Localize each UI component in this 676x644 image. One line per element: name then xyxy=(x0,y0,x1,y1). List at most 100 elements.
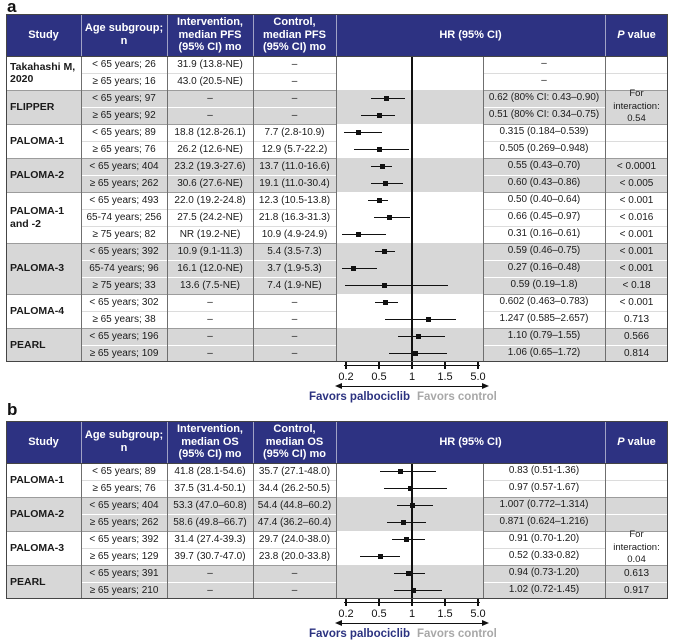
row-separator xyxy=(483,479,605,481)
age-cell: < 65 years; 89 xyxy=(92,127,156,138)
row-separator xyxy=(605,174,668,176)
table-header-pvalue: P value xyxy=(617,28,656,41)
group-separator xyxy=(483,123,668,125)
hr-value-cell: 0.97 (0.57-1.67) xyxy=(508,482,580,494)
header-bg xyxy=(6,421,668,463)
table-header-intervention: Intervention, median OS (95% CI) mo xyxy=(176,422,243,461)
row-separator xyxy=(605,344,668,346)
intervention-cell: 10.9 (9.1-11.3) xyxy=(177,246,243,257)
hr-value-cell: 0.59 (0.19–1.8) xyxy=(510,279,578,291)
forest-marker xyxy=(384,96,390,101)
control-cell: 7.4 (1.9-NE) xyxy=(267,280,322,291)
group-separator xyxy=(483,496,668,498)
age-cell: ≥ 65 years; 210 xyxy=(89,585,159,596)
hr-value-cell: 0.51 (80% CI: 0.34–0.75) xyxy=(488,109,600,121)
table-header-age: Age subgroup; n xyxy=(84,429,164,454)
table-header-control: Control, median OS (95% CI) mo xyxy=(263,422,326,461)
group-separator xyxy=(6,327,336,329)
forest-whisker xyxy=(341,267,377,270)
p-value-cell: < 0.18 xyxy=(622,280,651,291)
control-cell: 10.9 (4.9-24.9) xyxy=(261,229,328,240)
hr-value-cell: 0.91 (0.70-1.20) xyxy=(508,533,580,545)
p-value-cell: < 0.001 xyxy=(619,246,654,257)
axis-tick-label: 0.2 xyxy=(338,371,354,383)
intervention-cell: 31.4 (27.4-39.3) xyxy=(174,534,246,545)
forest-marker xyxy=(403,537,409,542)
forest-whisker xyxy=(379,470,436,473)
axis-tick xyxy=(444,362,446,369)
p-value-cell: < 0.001 xyxy=(619,297,654,308)
axis-tick xyxy=(378,599,380,606)
group-separator xyxy=(6,293,336,295)
age-cell: ≥ 65 years; 129 xyxy=(89,551,159,562)
control-cell: 35.7 (27.1-48.0) xyxy=(258,466,331,477)
hr-value-cell: 0.59 (0.46–0.75) xyxy=(507,245,581,257)
control-cell: 7.7 (2.8-10.9) xyxy=(264,127,325,138)
age-cell: < 65 years; 196 xyxy=(89,331,159,342)
study-cell: PALOMA-4 xyxy=(10,304,65,317)
forest-marker xyxy=(398,469,404,474)
age-cell: < 65 years; 391 xyxy=(89,568,159,579)
control-cell: 19.1 (11.0-30.4) xyxy=(259,178,330,189)
forest-marker xyxy=(382,249,388,254)
favors-arrowhead-right-icon xyxy=(482,620,489,626)
hr-value-cell: 1.007 (0.772–1.314) xyxy=(499,499,589,511)
forest-marker xyxy=(407,486,413,491)
row-separator xyxy=(605,208,668,210)
hr-value-cell: 0.871 (0.624–1.216) xyxy=(499,516,589,528)
column-border xyxy=(253,463,254,599)
row-separator xyxy=(483,344,605,346)
row-separator xyxy=(605,259,668,261)
intervention-cell: 31.9 (13.8-NE) xyxy=(177,59,243,70)
header-cell-border xyxy=(336,421,337,463)
intervention-cell: – xyxy=(207,110,213,121)
forest-marker xyxy=(377,113,383,118)
group-separator xyxy=(6,191,336,193)
favors-arrow xyxy=(340,386,484,388)
row-separator xyxy=(483,106,605,108)
control-cell: 5.4 (3.5-7.3) xyxy=(267,246,322,257)
study-cell: PALOMA-1 xyxy=(10,134,65,147)
p-value-cell: < 0.005 xyxy=(619,178,654,189)
control-cell: 12.9 (5.7-22.2) xyxy=(261,144,328,155)
forest-marker xyxy=(356,130,362,135)
row-separator xyxy=(605,72,668,74)
axis-tick-label: 1.5 xyxy=(437,371,453,383)
row-separator xyxy=(81,106,336,108)
favors-arrow xyxy=(340,623,484,625)
p-value-cell: 0.917 xyxy=(623,585,650,596)
age-cell: ≥ 65 years; 92 xyxy=(92,110,156,121)
row-separator xyxy=(483,276,605,278)
group-separator xyxy=(483,564,668,566)
column-border xyxy=(483,56,484,362)
intervention-cell: 18.8 (12.8-26.1) xyxy=(174,127,246,138)
forest-marker xyxy=(383,181,389,186)
intervention-cell: 22.0 (19.2-24.8) xyxy=(174,195,246,206)
hr-value-cell: 1.10 (0.79–1.55) xyxy=(507,330,581,342)
forest-marker xyxy=(383,300,389,305)
row-separator xyxy=(81,259,336,261)
table-header-age: Age subgroup; n xyxy=(84,22,164,47)
reference-line xyxy=(411,56,413,362)
forest-marker xyxy=(410,588,416,593)
favors-arrowhead-left-icon xyxy=(335,620,342,626)
p-value-cell: 0.566 xyxy=(623,331,650,342)
column-border xyxy=(253,56,254,362)
table-header-hr: HR (95% CI) xyxy=(439,28,502,41)
p-value-cell: 0.613 xyxy=(623,568,650,579)
study-cell: PALOMA-2 xyxy=(10,507,65,520)
group-separator xyxy=(6,496,336,498)
age-cell: 65-74 years; 96 xyxy=(89,263,159,274)
header-cell-border xyxy=(167,14,168,56)
hr-value-cell: 0.60 (0.43–0.86) xyxy=(507,177,581,189)
column-border xyxy=(336,56,337,362)
column-border xyxy=(483,463,484,599)
hr-value-cell: 0.83 (0.51-1.36) xyxy=(508,465,580,477)
hr-value-cell: 0.50 (0.40–0.64) xyxy=(507,194,581,206)
axis-tick xyxy=(444,599,446,606)
intervention-cell: 23.2 (19.3-27.6) xyxy=(174,161,246,172)
control-cell: 34.4 (26.2-50.5) xyxy=(258,483,331,494)
row-separator xyxy=(483,310,605,312)
control-cell: – xyxy=(291,297,298,308)
